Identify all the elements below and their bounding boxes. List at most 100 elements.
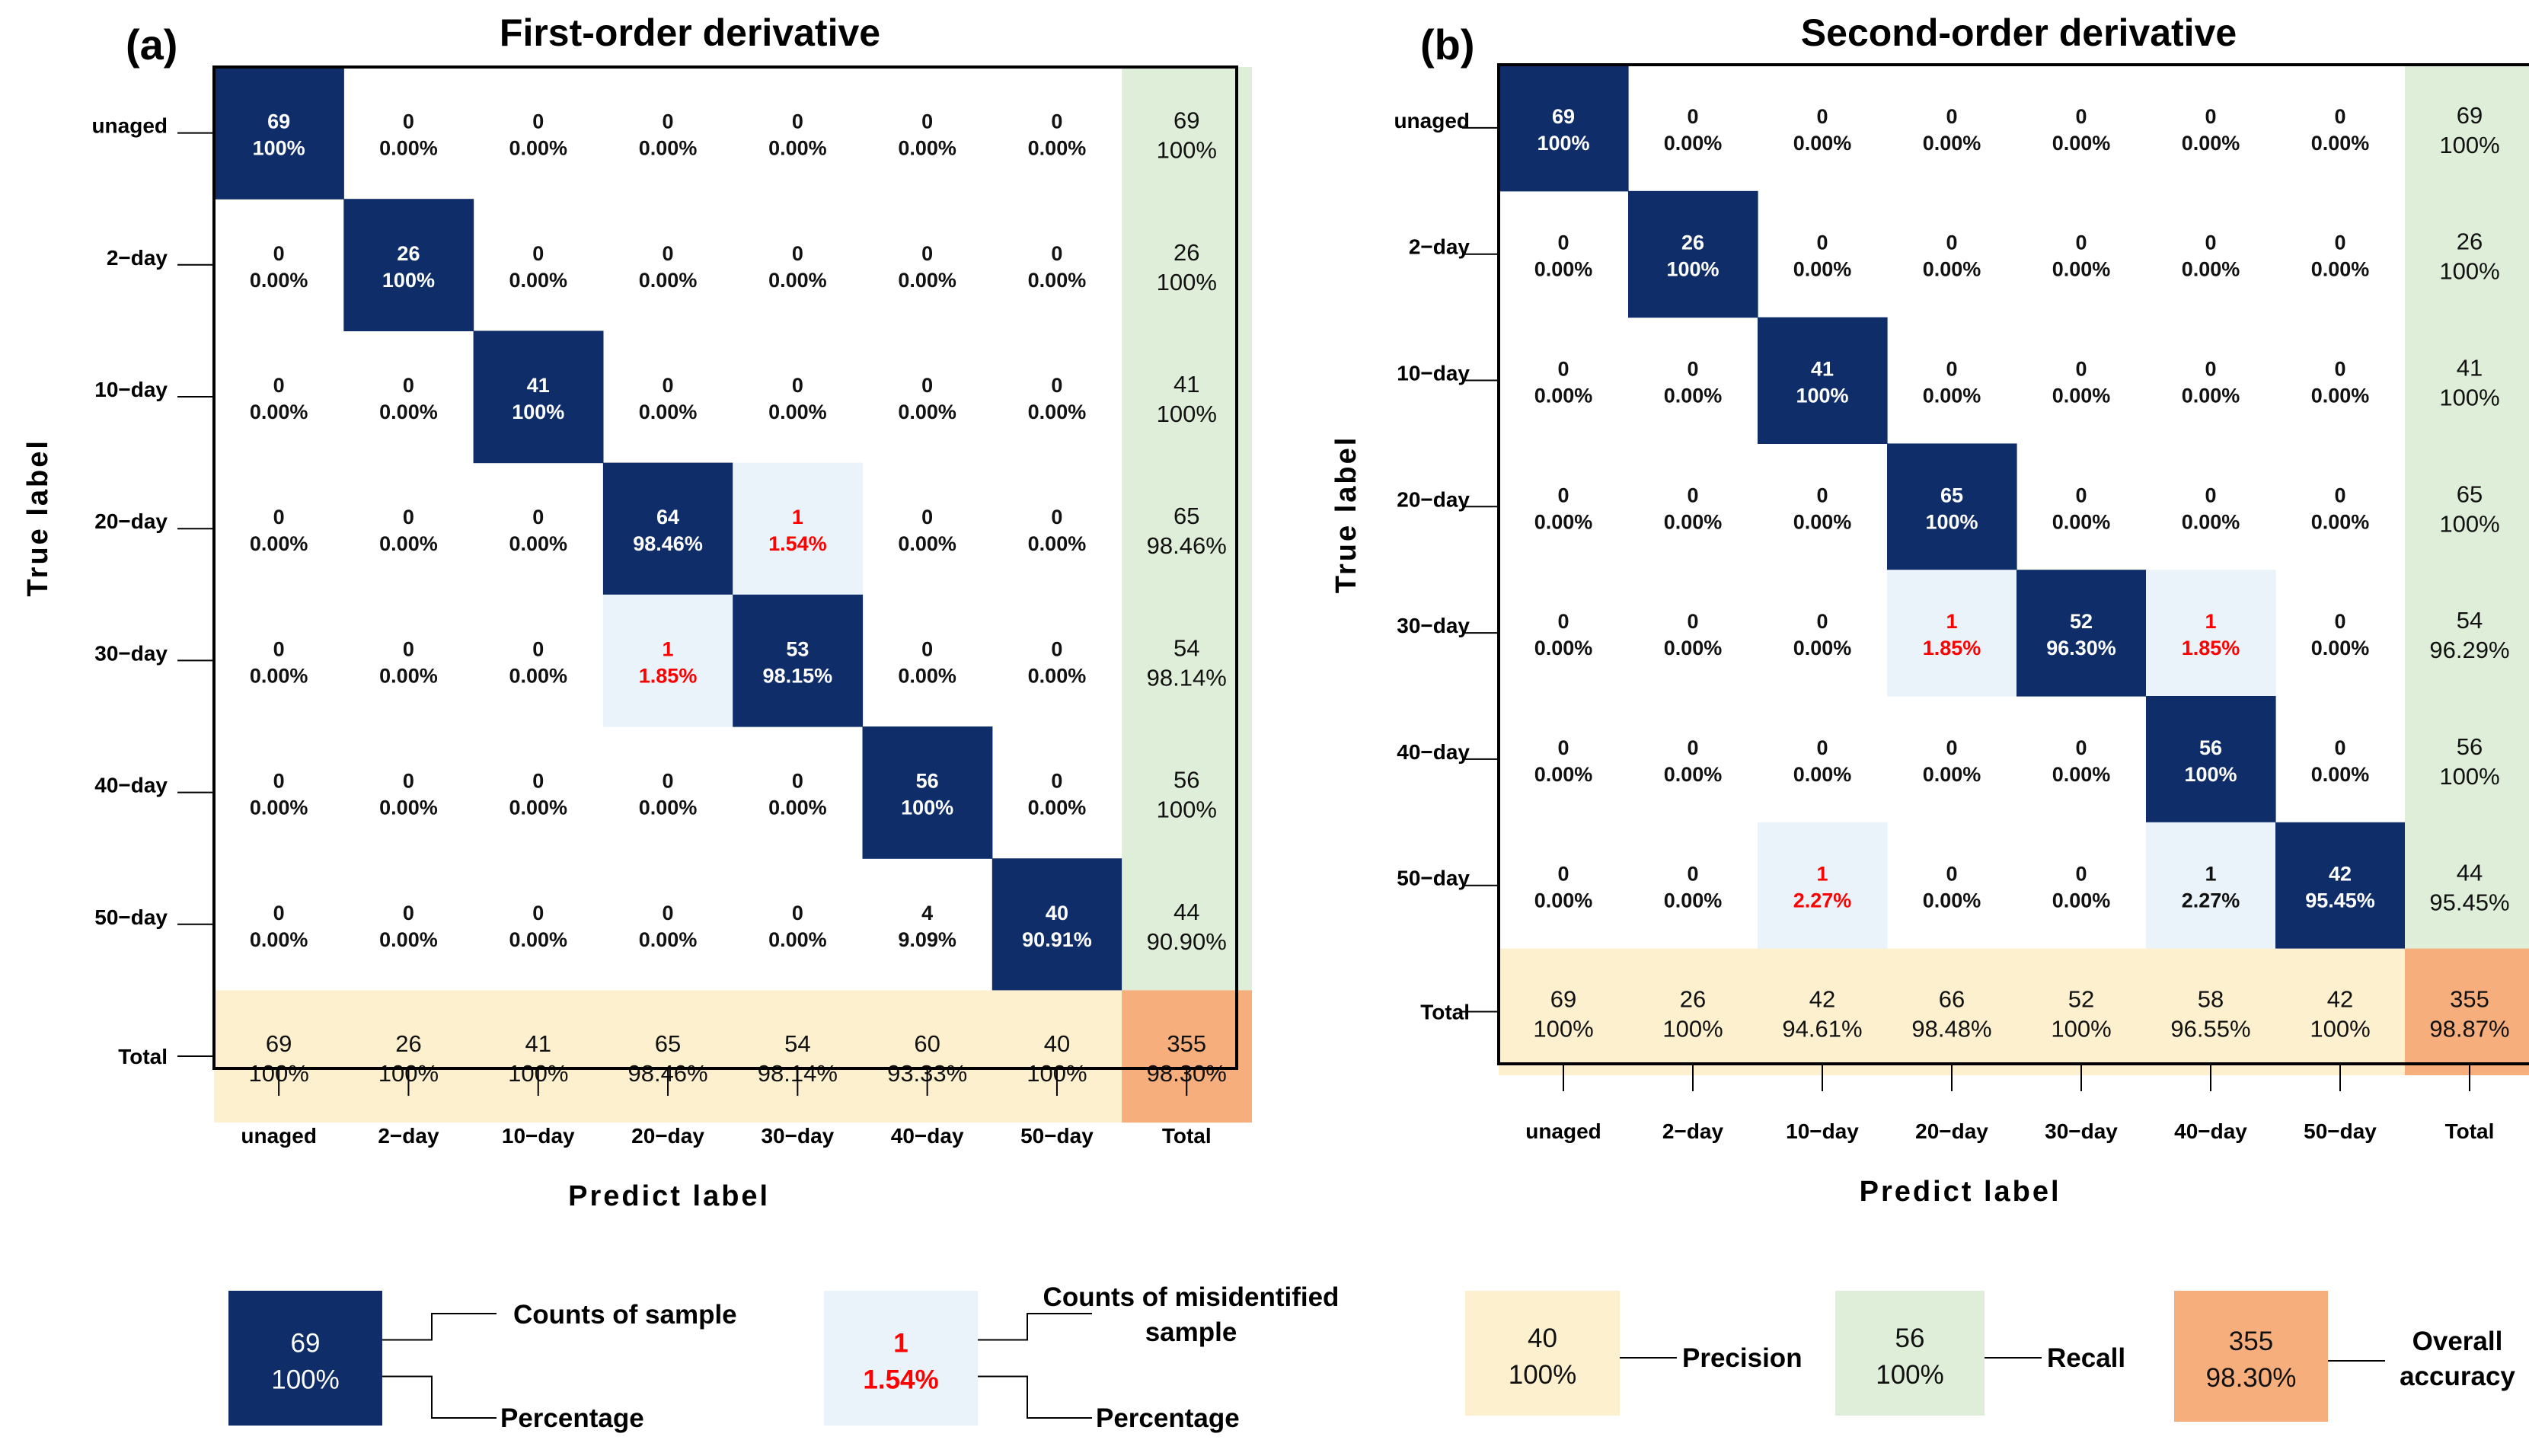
cell-r2-c2-percent: 100% (512, 401, 564, 423)
cell-r4-c0-count: 0 (273, 637, 285, 660)
cell-r1-c1-bg (343, 199, 474, 331)
cell-r0-c3-percent: 0.00% (1923, 132, 1981, 155)
cell-r4-c0-count: 0 (1557, 610, 1569, 633)
precision-cell-4-bg (733, 990, 864, 1123)
cell-r5-c2-count: 0 (532, 770, 544, 793)
legend-count-precision: 40 (1528, 1323, 1557, 1353)
cell-r2-c3-count: 0 (663, 374, 674, 397)
cell-r6-c0-percent: 0.00% (1534, 889, 1593, 912)
cell-r0-c5-count: 0 (921, 110, 933, 133)
cell-r5-c3-count: 0 (1946, 736, 1957, 759)
recall-cell-5-bg (1122, 726, 1252, 859)
cell-r5-c5-count: 56 (916, 770, 939, 793)
legend-label-mis-line-1: Counts of misidentified (1043, 1282, 1340, 1312)
cell-r1-c6-percent: 0.00% (2311, 258, 2370, 281)
cell-r6-c0-count: 0 (1557, 863, 1569, 886)
row-label-1: 2−day (1409, 235, 1470, 259)
cell-r1-c0-count: 0 (1557, 231, 1569, 254)
precision-cell-4-count: 52 (2068, 986, 2094, 1013)
precision-cell-4-bg (2016, 948, 2147, 1075)
precision-cell-3-percent: 98.48% (1911, 1016, 1991, 1043)
recall-cell-2-bg (1122, 330, 1252, 464)
precision-cell-2-count: 41 (525, 1030, 551, 1057)
cell-r1-c3-count: 0 (1946, 231, 1957, 254)
cell-r5-c2-percent: 0.00% (1793, 763, 1852, 786)
cell-r0-c0-percent: 100% (253, 137, 305, 160)
cell-r5-c3-percent: 0.00% (639, 797, 698, 819)
cell-r3-c0-percent: 0.00% (250, 532, 308, 555)
col-label-4: 30−day (2045, 1119, 2118, 1143)
cell-r4-c3-count: 1 (663, 637, 674, 660)
cell-r3-c2-percent: 0.00% (1793, 510, 1852, 533)
panel-label: (b) (1420, 21, 1475, 69)
cell-r5-c2-count: 0 (1816, 736, 1828, 759)
col-label-3: 20−day (1915, 1119, 1988, 1143)
row-label-2: 10−day (1397, 362, 1470, 385)
cell-r5-c4-count: 0 (2075, 736, 2087, 759)
recall-cell-3-percent: 98.46% (1147, 532, 1227, 559)
legend-count-diag: 69 (291, 1329, 321, 1359)
col-label-1: 2−day (1662, 1119, 1724, 1143)
precision-cell-3-bg (602, 990, 733, 1123)
cell-r3-c6-count: 0 (1051, 506, 1062, 528)
precision-cell-3-count: 66 (1939, 986, 1965, 1013)
recall-cell-3-bg (1122, 462, 1252, 595)
precision-cell-2-percent: 94.61% (1782, 1016, 1862, 1043)
row-label-0: unaged (1394, 109, 1470, 133)
legend-connector-bottom-mis (978, 1375, 1092, 1419)
panel-a-confusion-matrix: 69 100% 0 0.00% 0 0.00% 0 0.00% 0 0.00% 0 0.00% 0 0.0… (22, 11, 1252, 1212)
precision-cell-2-bg (473, 990, 604, 1123)
cell-r1-c2-percent: 0.00% (509, 269, 567, 292)
cell-r3-c2-count: 0 (532, 506, 544, 528)
cell-r0-c6-percent: 0.00% (2311, 132, 2370, 155)
cell-r2-c0-percent: 0.00% (1534, 385, 1593, 407)
cell-r4-c4-percent: 96.30% (2046, 637, 2116, 659)
col-label-2: 10−day (502, 1124, 575, 1148)
legend-swatch-mis (824, 1291, 978, 1426)
cell-r2-c2-count: 41 (1811, 358, 1834, 381)
recall-cell-0-bg (1122, 67, 1252, 200)
y-axis-label: True label (1330, 436, 1362, 593)
cell-r1-c1-percent: 100% (382, 269, 435, 292)
legend-swatch-precision (1465, 1291, 1620, 1416)
col-label-7: Total (1162, 1124, 1212, 1148)
recall-cell-0-bg (2405, 65, 2529, 192)
recall-cell-0-count: 69 (1173, 107, 1199, 134)
cell-r4-c5-count: 1 (2205, 610, 2216, 633)
cell-r4-c5-count: 0 (921, 637, 933, 660)
cell-r1-c6-count: 0 (2334, 231, 2345, 254)
cell-r1-c1-count: 26 (397, 242, 420, 265)
cell-r1-c4-percent: 0.00% (2052, 258, 2111, 281)
recall-cell-1-percent: 100% (1157, 269, 1217, 295)
cell-r3-c4-bg (733, 462, 864, 595)
cell-r0-c3-count: 0 (663, 110, 674, 133)
cell-r5-c2-percent: 0.00% (509, 797, 567, 819)
recall-cell-2-percent: 100% (2439, 385, 2499, 411)
precision-cell-6-percent: 100% (2310, 1016, 2370, 1043)
cell-r5-c1-count: 0 (1687, 736, 1698, 759)
cell-r0-c3-count: 0 (1946, 105, 1957, 128)
cell-r2-c1-count: 0 (403, 374, 414, 397)
cell-r4-c4-bg (2016, 570, 2147, 697)
legend-swatch-recall (1835, 1291, 1985, 1416)
precision-cell-4-percent: 100% (2051, 1016, 2111, 1043)
cell-r0-c0-percent: 100% (1537, 132, 1589, 155)
plot-frame (212, 65, 1238, 1070)
cell-r4-c5-percent: 1.85% (2182, 637, 2240, 659)
cell-r2-c6-count: 0 (2334, 358, 2345, 381)
plot-frame (1497, 63, 2529, 1065)
cell-r4-c5-percent: 0.00% (898, 664, 956, 687)
legend-label-overall-line-2: accuracy (2400, 1362, 2515, 1391)
cell-r0-c1-percent: 0.00% (379, 137, 438, 160)
cell-r3-c5-count: 0 (921, 506, 933, 528)
precision-cell-2-bg (1758, 948, 1888, 1075)
cell-r4-c0-percent: 0.00% (250, 664, 308, 687)
cell-r1-c4-percent: 0.00% (768, 269, 827, 292)
cell-r6-c0-percent: 0.00% (250, 928, 308, 951)
cell-r2-c6-percent: 0.00% (1028, 401, 1087, 423)
cell-r1-c2-count: 0 (532, 242, 544, 265)
cell-r6-c4-count: 0 (2075, 863, 2087, 886)
row-label-7: Total (1420, 1001, 1470, 1024)
legend-percent-precision: 100% (1509, 1360, 1577, 1390)
